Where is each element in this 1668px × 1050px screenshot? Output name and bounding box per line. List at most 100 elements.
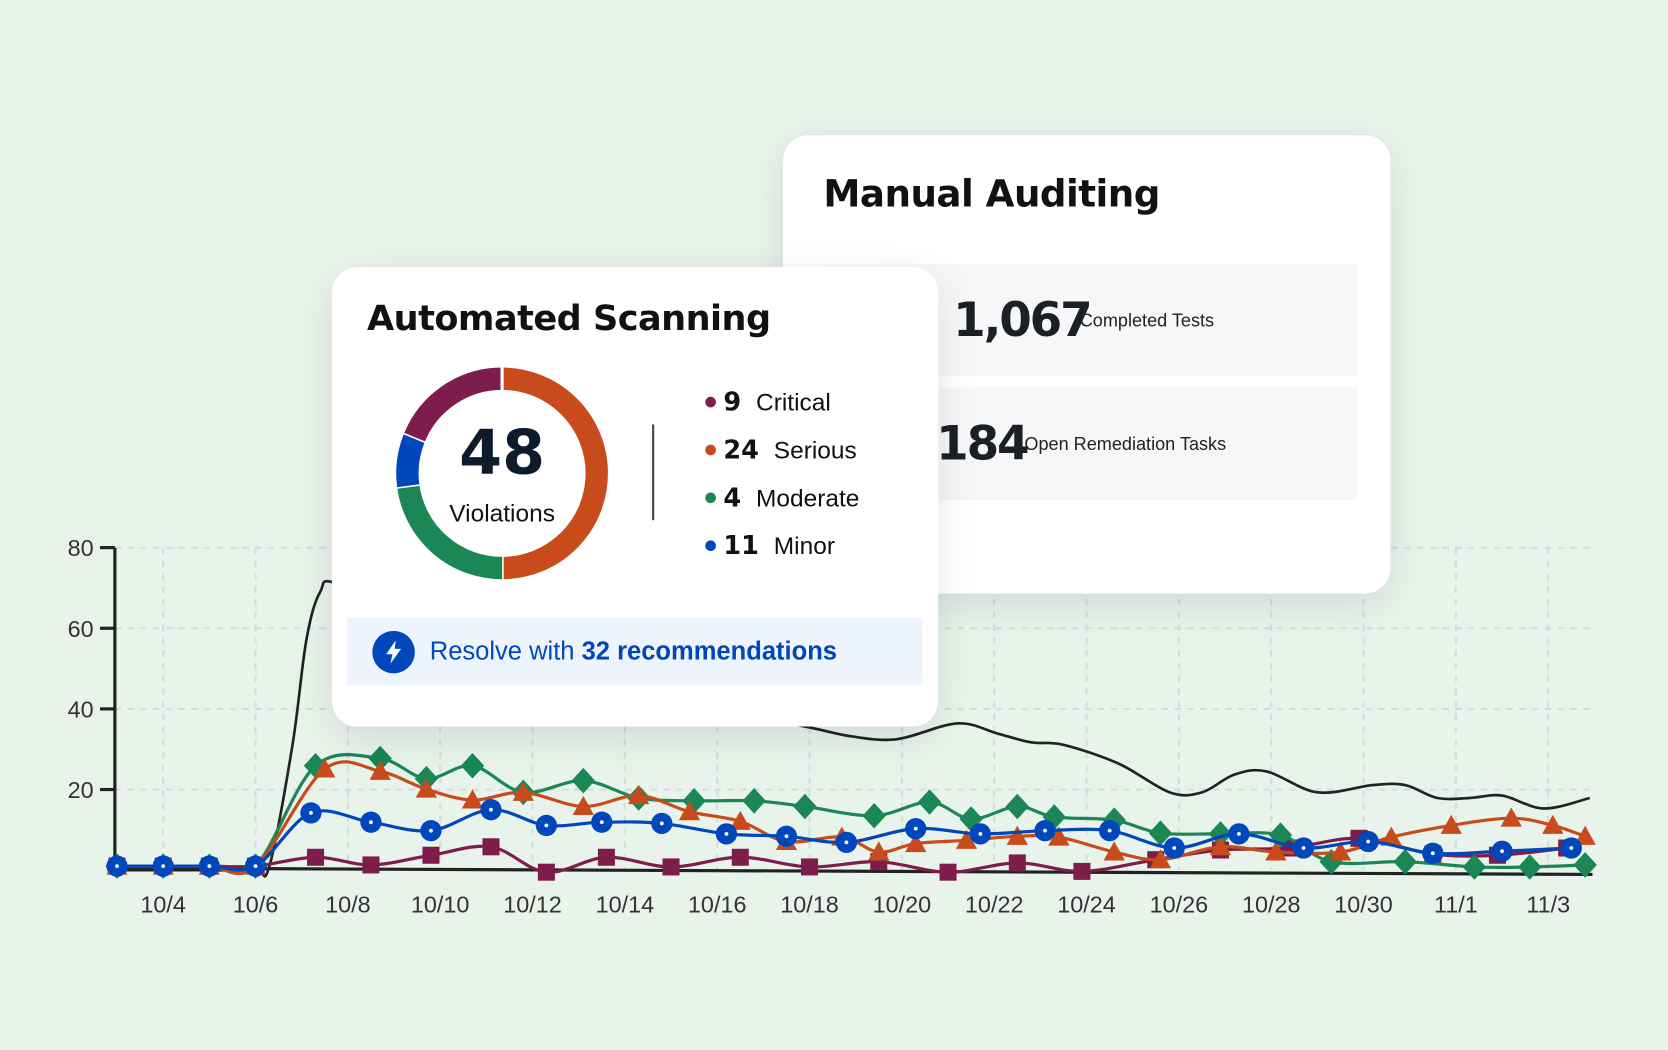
legend-count: 24 [723, 435, 759, 465]
data-point-triangle [415, 778, 437, 798]
data-point-diamond [1208, 821, 1233, 847]
x-tick-label: 10/22 [965, 892, 1024, 918]
data-point-diamond [1462, 854, 1487, 880]
data-point-triangle [1542, 814, 1564, 834]
data-point-square [731, 848, 749, 866]
x-tick-label: 10/16 [688, 892, 747, 918]
stat-label: Open Remediation Tasks [1024, 434, 1227, 455]
data-point-triangle [1329, 841, 1352, 861]
data-point-center [599, 820, 604, 825]
resolve-recommendations-banner[interactable]: Resolve with 32 recommendations [346, 618, 923, 686]
divider [652, 424, 655, 521]
x-tick-label: 10/12 [503, 892, 562, 918]
donut-segment [396, 432, 426, 488]
data-point-triangle [314, 758, 336, 778]
data-point-triangle [572, 795, 594, 815]
data-point-triangle [1209, 836, 1232, 856]
banner-prefix: Resolve with [429, 636, 582, 666]
data-point-triangle [369, 760, 391, 780]
data-point-square [307, 848, 325, 866]
y-tick-label: 60 [68, 616, 94, 642]
data-point-center [207, 864, 212, 869]
legend-count: 4 [723, 482, 742, 513]
legend-critical: 9 Critical [705, 386, 831, 418]
lightning-icon [372, 630, 415, 673]
legend-count: 11 [723, 530, 759, 561]
data-point-center [1301, 846, 1306, 850]
data-point-diamond [793, 793, 817, 820]
x-tick-label: 10/24 [1057, 892, 1116, 918]
data-point-triangle [729, 810, 751, 830]
data-point-center [253, 864, 258, 869]
donut-segment [404, 367, 503, 442]
legend-label: Minor [773, 531, 835, 560]
data-point-center [1043, 828, 1047, 833]
data-point-triangle [1103, 841, 1125, 861]
data-point-triangle [678, 801, 701, 821]
stat-value: 184 [936, 417, 1029, 472]
data-point-center [1500, 849, 1504, 854]
x-tick-label: 10/20 [873, 892, 932, 918]
serious-dot-icon [705, 444, 716, 456]
data-point-square [939, 863, 957, 881]
card-title: Manual Auditing [823, 173, 1160, 216]
data-point-triangle [1440, 814, 1462, 834]
x-tick-label: 10/26 [1150, 892, 1209, 918]
data-point-square [1008, 854, 1026, 872]
data-point-diamond [1148, 820, 1173, 846]
card-title: Automated Scanning [367, 296, 771, 339]
data-point-triangle [1006, 825, 1028, 845]
x-tick-label: 11/3 [1526, 892, 1570, 918]
data-point-center [309, 811, 313, 815]
legend-label: Moderate [756, 483, 860, 512]
data-point-square [362, 856, 380, 874]
violations-total: 48 [459, 415, 546, 489]
data-point-square [801, 858, 819, 876]
violations-donut [395, 367, 608, 580]
series-minor [106, 799, 1582, 877]
x-tick-label: 10/18 [780, 892, 839, 918]
banner-text: Resolve with 32 recommendations [430, 637, 837, 667]
data-point-center [1172, 846, 1177, 850]
data-point-center [1366, 839, 1371, 844]
data-point-triangle [1265, 841, 1287, 861]
data-point-center [659, 821, 664, 826]
donut-hole [419, 390, 586, 557]
data-point-square [482, 838, 500, 856]
data-point-center [544, 823, 549, 828]
data-point-center [489, 807, 493, 812]
data-point-center [978, 831, 983, 836]
data-point-square [537, 863, 555, 881]
data-point-diamond [1393, 848, 1417, 875]
data-point-center [369, 820, 373, 825]
donut-segment [397, 483, 503, 580]
data-point-center [1236, 831, 1241, 836]
data-point-center [724, 831, 729, 836]
x-tick-label: 10/14 [596, 892, 655, 918]
data-point-triangle [1048, 826, 1070, 846]
data-point-diamond [1573, 852, 1597, 878]
y-tick-label: 80 [68, 535, 94, 561]
recommendations-link[interactable]: 32 recommendations [581, 636, 838, 666]
y-tick-label: 40 [68, 696, 94, 722]
data-point-triangle [1500, 807, 1522, 827]
data-point-diamond [742, 788, 766, 814]
series-total [117, 579, 1591, 878]
data-point-diamond [862, 802, 886, 829]
data-point-center [844, 840, 849, 845]
data-point-diamond [460, 752, 485, 779]
data-point-center [429, 828, 433, 833]
data-point-center [1107, 828, 1112, 833]
data-point-center [1430, 851, 1435, 856]
donut-segment [501, 367, 608, 580]
stat-value: 1,067 [953, 293, 1093, 348]
legend-label: Critical [756, 387, 831, 416]
x-tick-label: 11/1 [1434, 892, 1478, 918]
x-tick-label: 10/8 [325, 892, 371, 918]
legend-count: 9 [723, 387, 742, 418]
data-point-triangle [1380, 826, 1402, 846]
x-axis [114, 866, 1593, 877]
critical-dot-icon [705, 396, 716, 408]
data-point-triangle [1149, 849, 1172, 869]
moderate-dot-icon [705, 492, 716, 504]
